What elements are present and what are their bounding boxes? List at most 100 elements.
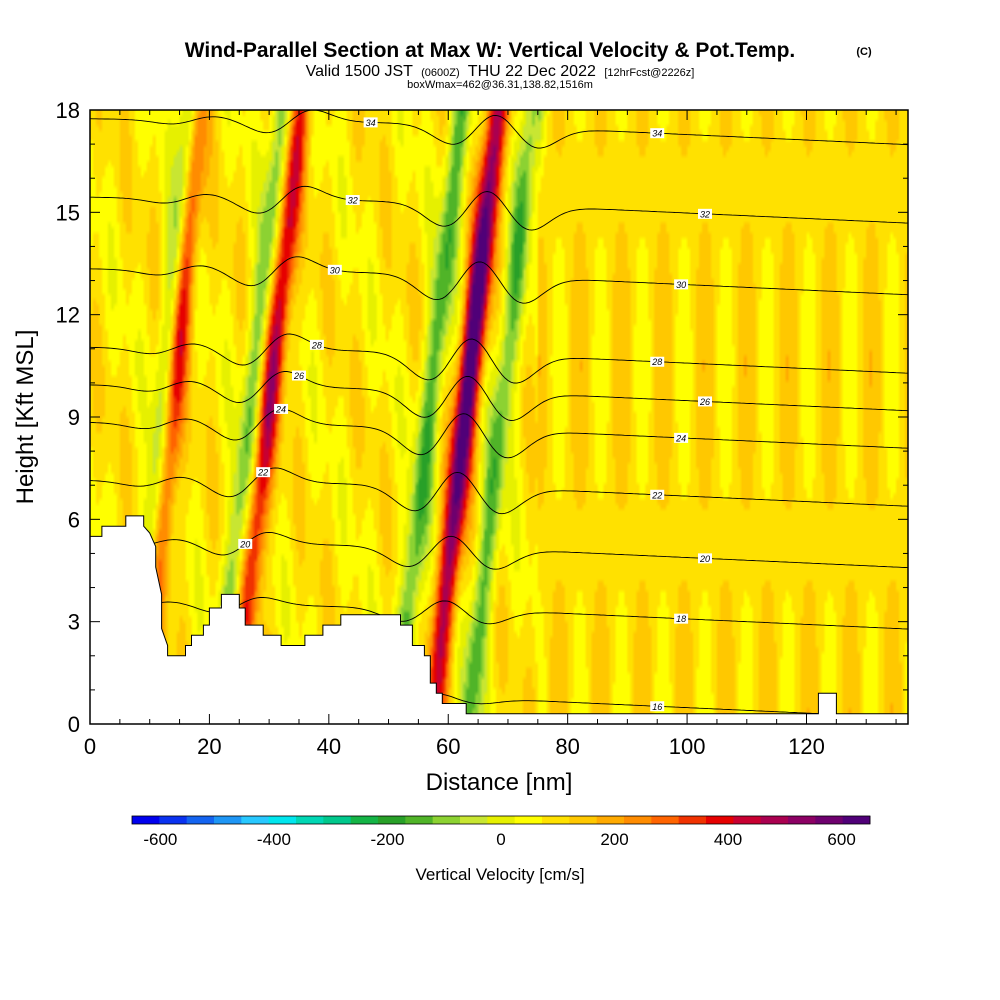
theta-contour-34 [90,110,908,149]
colorbar-tick-label: -600 [143,830,177,849]
contour-label-26: 26 [293,371,304,381]
colorbar-swatch [323,816,352,824]
valid-date: THU 22 Dec 2022 [468,63,596,80]
colorbar-tick-label: 600 [827,830,855,849]
colorbar-swatch [132,816,160,824]
contour-label-20: 20 [239,539,250,549]
contour-label-bg [650,489,665,500]
contour-label-bg [238,538,253,549]
plot-area: 1616181820202222242426262828303032323434 [90,110,908,724]
colorbar-swatch [378,816,406,824]
contour-label-bg [650,701,665,712]
colorbar-swatch [542,816,570,824]
x-tick-label: 100 [669,734,706,759]
contour-label-bg [274,403,289,414]
x-tick-label: 0 [84,734,96,759]
chart-title: Wind-Parallel Section at Max W: Vertical… [185,39,796,62]
y-tick-label: 18 [56,98,80,123]
theta-contour-24 [90,408,908,459]
colorbar-swatch [596,816,625,824]
colorbar-swatch [651,816,680,824]
x-tick-label: 20 [197,734,221,759]
colorbar-tick-label: 200 [600,830,628,849]
colorbar-swatch [487,816,516,824]
colorbar-label: Vertical Velocity [cm/s] [415,865,584,884]
theta-contours: 1616181820202222242426262828303032323434 [90,110,908,719]
colorbar-swatch [241,816,270,824]
x-tick-label: 60 [436,734,460,759]
colorbar-swatch [514,816,543,824]
colorbar-swatch [678,816,707,824]
x-tick-label: 120 [788,734,825,759]
colorbar-swatch [350,816,379,824]
contour-label-32: 32 [348,196,358,206]
contour-label-28: 28 [311,340,322,350]
colorbar-tick-label: 0 [496,830,505,849]
y-tick-label: 12 [56,303,80,328]
colorbar-swatch [268,816,297,824]
theta-contour-26 [90,371,908,421]
theta-contour-20 [90,531,908,570]
theta-contour-22 [90,467,908,515]
colorbar-swatch [460,816,488,824]
colorbar-swatch [788,816,816,824]
contour-label-bg [256,467,271,478]
contour-label-34: 34 [366,118,376,128]
y-tick-label: 3 [68,610,80,635]
y-axis-label: Height [Kft MSL] [12,330,39,505]
contour-label-22: 22 [257,468,268,478]
colorbar-swatch [815,816,844,824]
x-tick-label: 40 [317,734,341,759]
contour-label-24: 24 [675,433,686,443]
colorbar-swatch [624,816,652,824]
y-tick-label: 0 [68,712,80,737]
colorbar-swatch [569,816,598,824]
contour-label-30: 30 [330,265,340,275]
contour-label-20: 20 [699,554,710,564]
colorbar-swatch [186,816,215,824]
contour-label-bg [697,208,712,219]
colorbar: -600 -400 -200 0 200 400 600 [131,815,871,849]
colorbar-tick-label: -400 [257,830,291,849]
colorbar-swatch [706,816,734,824]
contour-label-bg [697,396,712,407]
box-info: boxWmax=462@36.31,138.82,1516m [407,79,593,91]
terrain [90,515,908,724]
valid-time-line: Valid 1500 JST (0600Z) THU 22 Dec 2022 [… [306,63,695,80]
colorbar-swatch [405,816,434,824]
y-tick-label: 15 [56,200,80,225]
y-tick-label: 6 [68,507,80,532]
colorbar-swatch [214,816,242,824]
copyright-mark: (C) [856,46,872,58]
contour-label-bg [674,279,689,290]
contour-label-bg [309,339,324,350]
y-tick-label: 9 [68,405,80,430]
contour-label-bg [363,117,378,128]
theta-contour-28 [90,333,908,384]
colorbar-swatch [842,816,871,824]
contour-label-bg [674,432,689,443]
x-tick-label: 80 [555,734,579,759]
colorbar-swatch [296,816,324,824]
contour-label-24: 24 [275,404,286,414]
contour-label-30: 30 [676,280,686,290]
contour-label-bg [650,128,665,139]
contour-label-34: 34 [652,129,662,139]
colorbar-swatch [432,816,461,824]
colorbar-tick-label: -200 [370,830,404,849]
colorbar-tick-label: 400 [714,830,742,849]
contour-label-bg [674,613,689,624]
contour-label-32: 32 [700,209,710,219]
x-axis-label: Distance [nm] [426,769,573,796]
colorbar-frame [131,815,871,825]
forecast-info: [12hrFcst@2226z] [604,67,694,79]
theta-contour-30 [90,256,908,304]
contour-label-22: 22 [651,490,662,500]
x-axis: 0 20 40 60 80 100 120 [84,110,897,759]
contour-label-18: 18 [676,614,686,624]
contour-label-bg [291,370,306,381]
contour-label-26: 26 [699,397,710,407]
contour-label-bg [345,195,360,206]
valid-prefix: Valid 1500 JST [306,63,414,80]
